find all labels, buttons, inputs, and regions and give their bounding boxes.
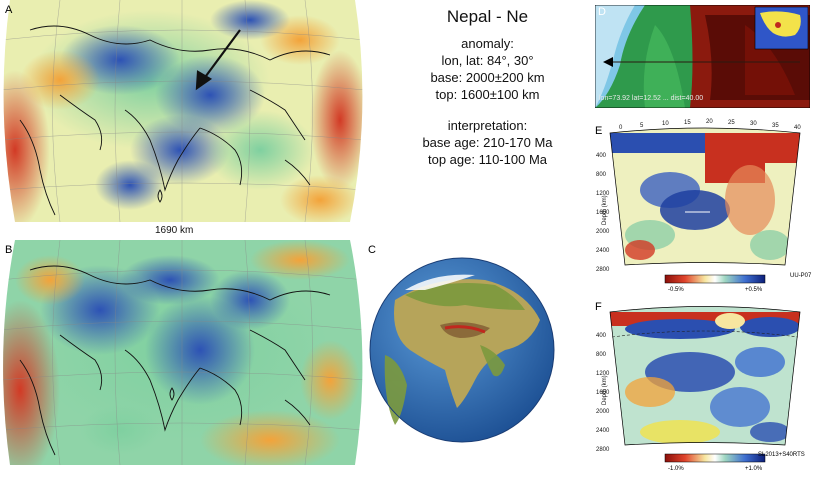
panel-f-scale-max: +1.0% [745, 466, 763, 472]
panel-f-depth-tick: 800 [596, 352, 607, 358]
panel-f-scale-min: -1.0% [668, 466, 684, 472]
panel-e-depth-tick: 2800 [596, 267, 610, 273]
panel-e-distance-tick: 0 [619, 125, 623, 131]
panel-b-map-graphic [3, 240, 363, 465]
panel-e-depth-axis-label: Depth (km) [602, 195, 608, 225]
panel-e-distance-tick: 35 [772, 123, 779, 129]
panel-b-tomography-map: B [0, 240, 365, 465]
interpretation-heading: interpretation: [447, 118, 528, 133]
panel-b-letter: B [5, 244, 13, 256]
panel-f-depth-tick: 400 [596, 333, 607, 339]
panel-e-depth-tick: 400 [596, 153, 607, 159]
panel-f-depth-tick: 2400 [596, 428, 610, 434]
panel-e-depth-tick: 1200 [596, 191, 610, 197]
page-title: Nepal - Ne [446, 7, 529, 26]
panel-e-distance-tick: 10 [662, 121, 669, 127]
panel-c-letter: C [368, 244, 376, 256]
panel-c-globe-graphic [369, 257, 555, 443]
panel-f-depth-tick: 1600 [596, 390, 610, 396]
panel-d-location-map: D lon=73.92 lat=12.52 ... dist=40.00 [594, 4, 811, 109]
panel-f-depth-tick: 1200 [596, 371, 610, 377]
panel-e-distance-tick: 15 [684, 120, 691, 126]
panel-e-section-graphic: 0 5 10 15 20 25 30 35 40 400 800 1200 16… [596, 119, 812, 293]
panel-e-scale-min: -0.5% [668, 287, 684, 293]
panel-f-colorbar [664, 453, 766, 463]
panel-a-letter: A [5, 4, 13, 16]
panel-e-scale-max: +0.5% [745, 287, 763, 293]
anomaly-top: top: 1600±100 km [435, 87, 540, 102]
panel-c-globe: C [365, 240, 555, 465]
panel-e-distance-tick: 30 [750, 121, 757, 127]
anomaly-lonlat: lon, lat: 84°, 30° [441, 53, 534, 68]
panel-a-tomography-map: A [0, 0, 365, 222]
anomaly-base: base: 2000±200 km [430, 70, 545, 85]
panel-f-cross-section: 400 800 1200 1600 2000 2400 2800 Depth (… [590, 297, 820, 475]
interpretation-base-age: base age: 210-170 Ma [422, 135, 553, 150]
panel-d-letter: D [598, 6, 606, 18]
panel-e-model-name: UU-P07 [790, 273, 812, 279]
anomaly-heading: anomaly: [461, 36, 514, 51]
panel-e-letter: E [595, 125, 603, 137]
panel-f-section-graphic: 400 800 1200 1600 2000 2400 2800 Depth (… [596, 306, 805, 472]
interpretation-top-age: top age: 110-100 Ma [427, 152, 547, 167]
panel-d-map-graphic [594, 4, 811, 109]
panel-f-depth-tick: 2800 [596, 447, 610, 453]
panel-e-distance-tick: 25 [728, 120, 735, 126]
panel-f-depth-tick: 2000 [596, 409, 610, 415]
panel-e-distance-tick: 5 [640, 123, 644, 129]
info-text-block: Nepal - Ne anomaly: lon, lat: 84°, 30° b… [395, 8, 580, 168]
panel-e-depth-tick: 2400 [596, 248, 610, 254]
panel-d-coordinate-readout: lon=73.92 lat=12.52 ... dist=40.00 [599, 95, 704, 102]
panel-e-colorbar [664, 274, 766, 284]
panel-f-letter: F [595, 301, 602, 313]
panel-a-scale-label: 1690 km [155, 225, 194, 236]
panel-a-map-graphic [3, 0, 363, 222]
panel-e-distance-tick: 20 [706, 119, 713, 125]
panel-e-depth-tick: 800 [596, 172, 607, 178]
panel-e-depth-tick: 1600 [596, 210, 610, 216]
panel-e-depth-tick: 2000 [596, 229, 610, 235]
panel-f-depth-axis-label: Depth (km) [602, 375, 608, 405]
panel-e-cross-section: 0 5 10 15 20 25 30 35 40 400 800 1200 16… [590, 115, 820, 295]
panel-f-model-name: SL2013+S40RTS [758, 452, 805, 458]
panel-e-distance-tick: 40 [794, 125, 801, 131]
